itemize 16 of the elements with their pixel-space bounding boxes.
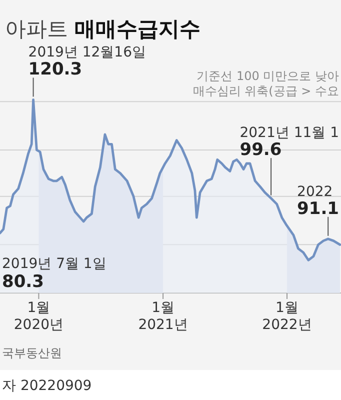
x-tick-label: 1월 2022년 [262, 300, 312, 333]
annotation: 80.3 [2, 272, 44, 292]
annotation: 91.1 [297, 198, 339, 219]
text: 국부동산원 [2, 346, 62, 360]
annotation: 2019년 12월16일 [28, 44, 146, 61]
text: 매수심리 위축(공급 > 수요 [192, 84, 339, 98]
title: 아파트 매매수급지수 [5, 17, 201, 41]
text: 기준선 100 미만으로 낮아 [196, 69, 339, 83]
x-tick-label: 1월 2021년 [138, 300, 188, 333]
annotation: 2019년 7월 1일 [2, 256, 106, 272]
text: 자 20220909 [2, 378, 92, 394]
annotation: 2022 [297, 184, 333, 200]
annotation: 99.6 [240, 140, 282, 160]
annotation: 2021년 11월 1 [240, 125, 339, 142]
x-tick-label: 1월 2020년 [14, 300, 64, 333]
annotation: 120.3 [28, 60, 82, 80]
